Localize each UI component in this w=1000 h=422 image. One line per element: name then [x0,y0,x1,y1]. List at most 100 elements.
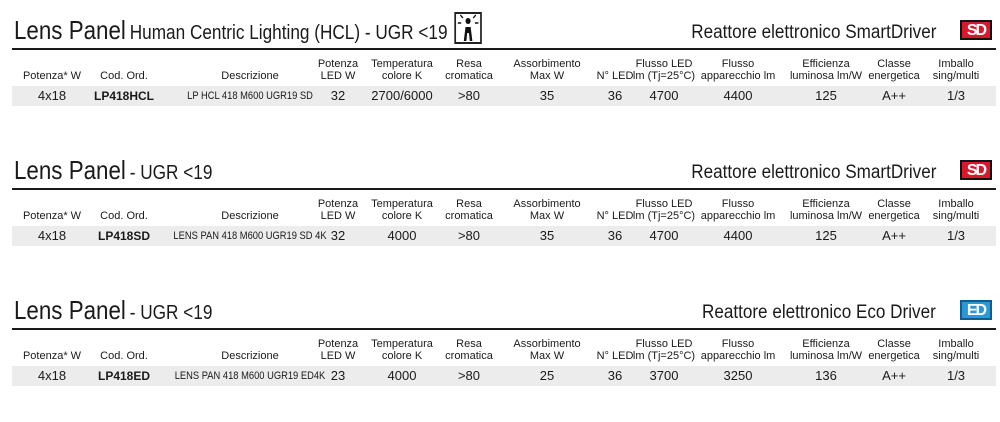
column-header-efficiency: Efficienza luminosa lm/W [790,58,862,82]
cell-power: 4x18 [37,368,67,383]
column-header-line: Flusso LED [635,198,693,210]
cell-led-count: 36 [607,368,623,383]
section-divider [12,328,996,330]
product-section: Lens Panel - UGR <19 Reattore elettronico… [12,292,996,392]
human-centric-lighting-icon [454,12,482,44]
cell-description: LENS PAN 418 M600 UGR19 SD 4K [173,230,327,242]
column-header-power: Potenza* W [22,350,82,362]
column-header-line: Imballo [938,58,974,70]
cell-fixture-flux: 4400 [723,88,753,103]
column-header-description: Descrizione [221,210,279,222]
cell-packaging: 1/3 [946,228,966,243]
cell-led-count: 36 [607,88,623,103]
column-header-fixture-flux: Flusso apparecchio lm [701,58,776,82]
column-header-line: energetica [868,350,920,362]
column-header-line: Resa [456,198,482,210]
cell-packaging: 1/3 [946,88,966,103]
title-sub: Human Centric Lighting (HCL) - UGR <19 [129,22,448,44]
cell-cri: >80 [457,88,481,103]
column-header-color-temp: Temperatura colore K [371,338,433,362]
column-header-color-temp: Temperatura colore K [371,198,433,222]
title-sub: - UGR <19 [129,302,213,324]
column-header-energy-class: Classe energetica [868,58,919,82]
column-header-efficiency: Efficienza luminosa lm/W [790,338,862,362]
cell-energy-class: A++ [882,88,906,103]
column-header-line: sing/multi [932,210,980,222]
column-header-led-flux: Flusso LED lm (Tj=25°C) [633,338,695,362]
cell-code: LP418HCL [93,89,155,103]
column-header-line: energetica [868,70,920,82]
column-header-line: Flusso [721,198,755,210]
cell-led-power: 23 [330,368,346,383]
column-header-line: Flusso LED [635,58,693,70]
cell-led-power: 32 [330,228,346,243]
table-row: 4x18 LP418SD LENS PAN 418 M600 UGR19 SD 4K… [12,226,996,246]
product-section: Lens Panel Human Centric Lighting (HCL) … [12,12,996,112]
column-header-power: Potenza* W [22,210,82,222]
ballast-label: Reattore elettronico SmartDriver [690,162,936,183]
cell-cri: >80 [457,368,481,383]
cell-led-power: 32 [330,88,346,103]
column-header-line: apparecchio lm [700,350,776,362]
column-header-line: Potenza [317,58,359,70]
title-sub: - UGR <19 [129,162,213,184]
column-header-line: Assorbimento [513,58,581,70]
column-header-line: sing/multi [932,350,980,362]
column-header-line: LED W [320,70,356,82]
cell-fixture-flux: 3250 [723,368,753,383]
column-header-line: lm (Tj=25°C) [632,70,696,82]
column-header-power: Potenza* W [22,70,82,82]
section-title: Lens Panel Human Centric Lighting (HCL) … [14,12,482,46]
section-title: Lens Panel - UGR <19 [14,155,212,186]
column-header-fixture-flux: Flusso apparecchio lm [701,198,776,222]
product-section: Lens Panel - UGR <19 Reattore elettronico… [12,152,996,252]
column-header-led-power: Potenza LED W [318,338,358,362]
cell-led-flux: 3700 [649,368,679,383]
column-header-line: Assorbimento [513,338,581,350]
column-header-description: Descrizione [221,350,279,362]
cell-color-temp: 2700/6000 [371,88,433,103]
section-header: Lens Panel - UGR <19 Reattore elettronico… [12,292,996,326]
cell-color-temp: 4000 [387,228,417,243]
column-header-line: cromatica [445,210,493,222]
column-header-color-temp: Temperatura colore K [371,58,433,82]
column-header-led-count: N° LED [596,70,634,82]
cell-code: LP418ED [97,369,151,383]
cell-color-temp: 4000 [387,368,417,383]
column-header-led-count: N° LED [596,350,634,362]
column-header-line: Classe [877,58,911,70]
column-header-fixture-flux: Flusso apparecchio lm [701,338,776,362]
section-divider [12,188,996,190]
table-header: Potenza* W Cod. Ord. Descrizione Potenza LED… [12,192,996,224]
title-main: Lens Panel [14,295,126,325]
column-header-line: Classe [877,198,911,210]
cell-consumption: 25 [539,368,555,383]
column-header-description: Descrizione [221,70,279,82]
section-title: Lens Panel - UGR <19 [14,295,212,326]
cell-efficiency: 125 [815,228,837,243]
column-header-line: Potenza [317,338,359,350]
driver-badge: SD [960,160,992,180]
column-header-line: colore K [381,350,423,362]
column-header-led-flux: Flusso LED lm (Tj=25°C) [633,58,695,82]
column-header-line: apparecchio lm [700,70,776,82]
column-header-led-power: Potenza LED W [318,58,358,82]
column-header-line: luminosa lm/W [789,70,863,82]
column-header-line: Potenza [317,198,359,210]
column-header-efficiency: Efficienza luminosa lm/W [790,198,862,222]
cell-description: LENS PAN 418 M600 UGR19 ED4K [174,370,326,382]
cell-packaging: 1/3 [946,368,966,383]
ballast-label: Reattore elettronico SmartDriver [690,22,936,43]
table-header: Potenza* W Cod. Ord. Descrizione Potenza LED… [12,52,996,84]
column-header-cri: Resa cromatica [445,58,493,82]
cell-led-flux: 4700 [649,228,679,243]
column-header-energy-class: Classe energetica [868,198,919,222]
column-header-line: cromatica [445,70,493,82]
column-header-line: Max W [529,350,565,362]
column-header-line: luminosa lm/W [789,210,863,222]
cell-led-flux: 4700 [649,88,679,103]
column-header-led-flux: Flusso LED lm (Tj=25°C) [633,198,695,222]
column-header-line: apparecchio lm [700,210,776,222]
column-header-consumption: Assorbimento Max W [513,198,580,222]
column-header-line: energetica [868,210,920,222]
